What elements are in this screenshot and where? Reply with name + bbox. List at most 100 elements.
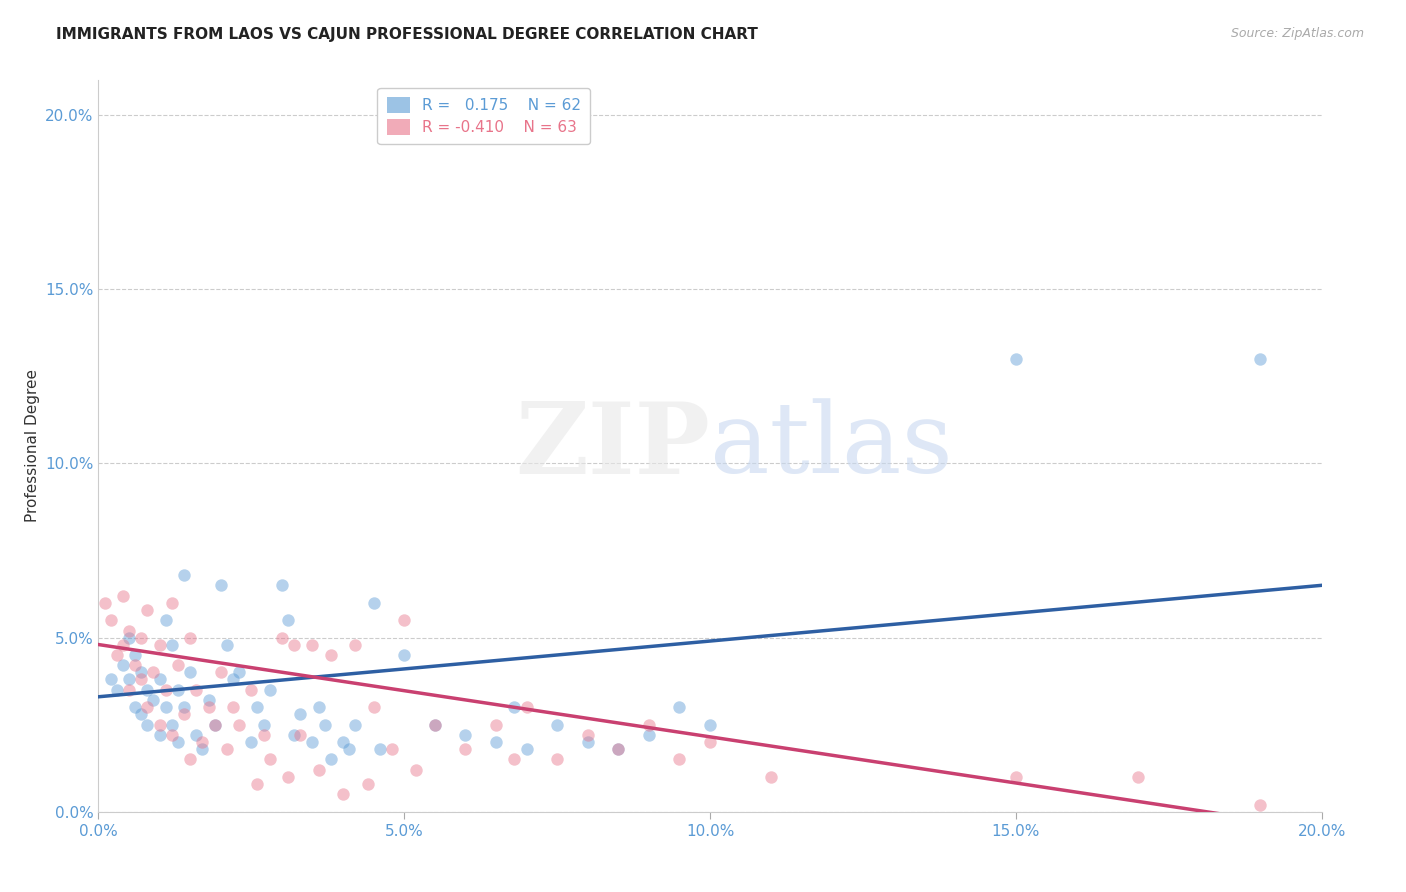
Immigrants from Laos [124,648,146,662]
Cajuns [191,735,214,749]
Cajuns [607,742,630,756]
Cajuns [759,770,782,784]
Cajuns [167,658,190,673]
Cajuns [197,700,219,714]
Cajuns [111,589,134,603]
Cajuns [668,752,690,766]
Text: IMMIGRANTS FROM LAOS VS CAJUN PROFESSIONAL DEGREE CORRELATION CHART: IMMIGRANTS FROM LAOS VS CAJUN PROFESSION… [56,27,758,42]
Text: Source: ZipAtlas.com: Source: ZipAtlas.com [1230,27,1364,40]
Y-axis label: Professional Degree: Professional Degree [25,369,39,523]
Immigrants from Laos [142,693,165,707]
Immigrants from Laos [215,638,238,652]
Cajuns [1128,770,1150,784]
Immigrants from Laos [204,717,226,731]
Cajuns [423,717,446,731]
Immigrants from Laos [149,728,172,742]
Cajuns [228,717,250,731]
Cajuns [485,717,508,731]
Cajuns [319,648,342,662]
Cajuns [155,682,177,697]
Immigrants from Laos [228,665,250,680]
Cajuns [105,648,128,662]
Immigrants from Laos [485,735,508,749]
Cajuns [637,717,661,731]
Cajuns [283,638,305,652]
Cajuns [173,707,195,722]
Immigrants from Laos [167,682,190,697]
Cajuns [270,631,292,645]
Immigrants from Laos [129,707,152,722]
Cajuns [118,624,141,638]
Immigrants from Laos [246,700,269,714]
Cajuns [392,613,416,627]
Immigrants from Laos [160,717,183,731]
Cajuns [129,631,152,645]
Immigrants from Laos [319,752,342,766]
Immigrants from Laos [191,742,214,756]
Immigrants from Laos [167,735,190,749]
Cajuns [160,728,183,742]
Immigrants from Laos [344,717,367,731]
Cajuns [405,763,427,777]
Cajuns [290,728,312,742]
Immigrants from Laos [454,728,477,742]
Immigrants from Laos [173,700,195,714]
Immigrants from Laos [118,631,141,645]
Text: ZIP: ZIP [515,398,710,494]
Immigrants from Laos [270,578,292,592]
Immigrants from Laos [277,613,299,627]
Cajuns [503,752,526,766]
Cajuns [252,728,274,742]
Cajuns [179,752,201,766]
Immigrants from Laos [607,742,630,756]
Cajuns [118,682,141,697]
Cajuns [344,638,367,652]
Immigrants from Laos [222,673,245,687]
Immigrants from Laos [668,700,690,714]
Immigrants from Laos [290,707,312,722]
Immigrants from Laos [314,717,336,731]
Immigrants from Laos [197,693,219,707]
Immigrants from Laos [363,596,385,610]
Cajuns [1249,797,1271,812]
Immigrants from Laos [503,700,526,714]
Cajuns [149,638,172,652]
Immigrants from Laos [105,682,128,697]
Immigrants from Laos [155,700,177,714]
Immigrants from Laos [516,742,538,756]
Cajuns [454,742,477,756]
Immigrants from Laos [368,742,391,756]
Legend: R =   0.175    N = 62, R = -0.410    N = 63: R = 0.175 N = 62, R = -0.410 N = 63 [377,88,591,145]
Cajuns [259,752,281,766]
Immigrants from Laos [301,735,323,749]
Cajuns [215,742,238,756]
Immigrants from Laos [186,728,208,742]
Cajuns [240,682,263,697]
Immigrants from Laos [699,717,721,731]
Cajuns [100,613,122,627]
Immigrants from Laos [136,717,159,731]
Immigrants from Laos [392,648,416,662]
Immigrants from Laos [173,567,195,582]
Immigrants from Laos [111,658,134,673]
Cajuns [209,665,232,680]
Cajuns [277,770,299,784]
Cajuns [136,603,159,617]
Cajuns [546,752,568,766]
Immigrants from Laos [637,728,661,742]
Immigrants from Laos [129,665,152,680]
Text: atlas: atlas [710,398,953,494]
Immigrants from Laos [118,673,141,687]
Immigrants from Laos [283,728,305,742]
Immigrants from Laos [423,717,446,731]
Immigrants from Laos [160,638,183,652]
Immigrants from Laos [576,735,599,749]
Immigrants from Laos [149,673,172,687]
Cajuns [160,596,183,610]
Cajuns [308,763,330,777]
Cajuns [246,777,269,791]
Immigrants from Laos [1249,351,1271,366]
Cajuns [142,665,165,680]
Immigrants from Laos [136,682,159,697]
Cajuns [124,658,146,673]
